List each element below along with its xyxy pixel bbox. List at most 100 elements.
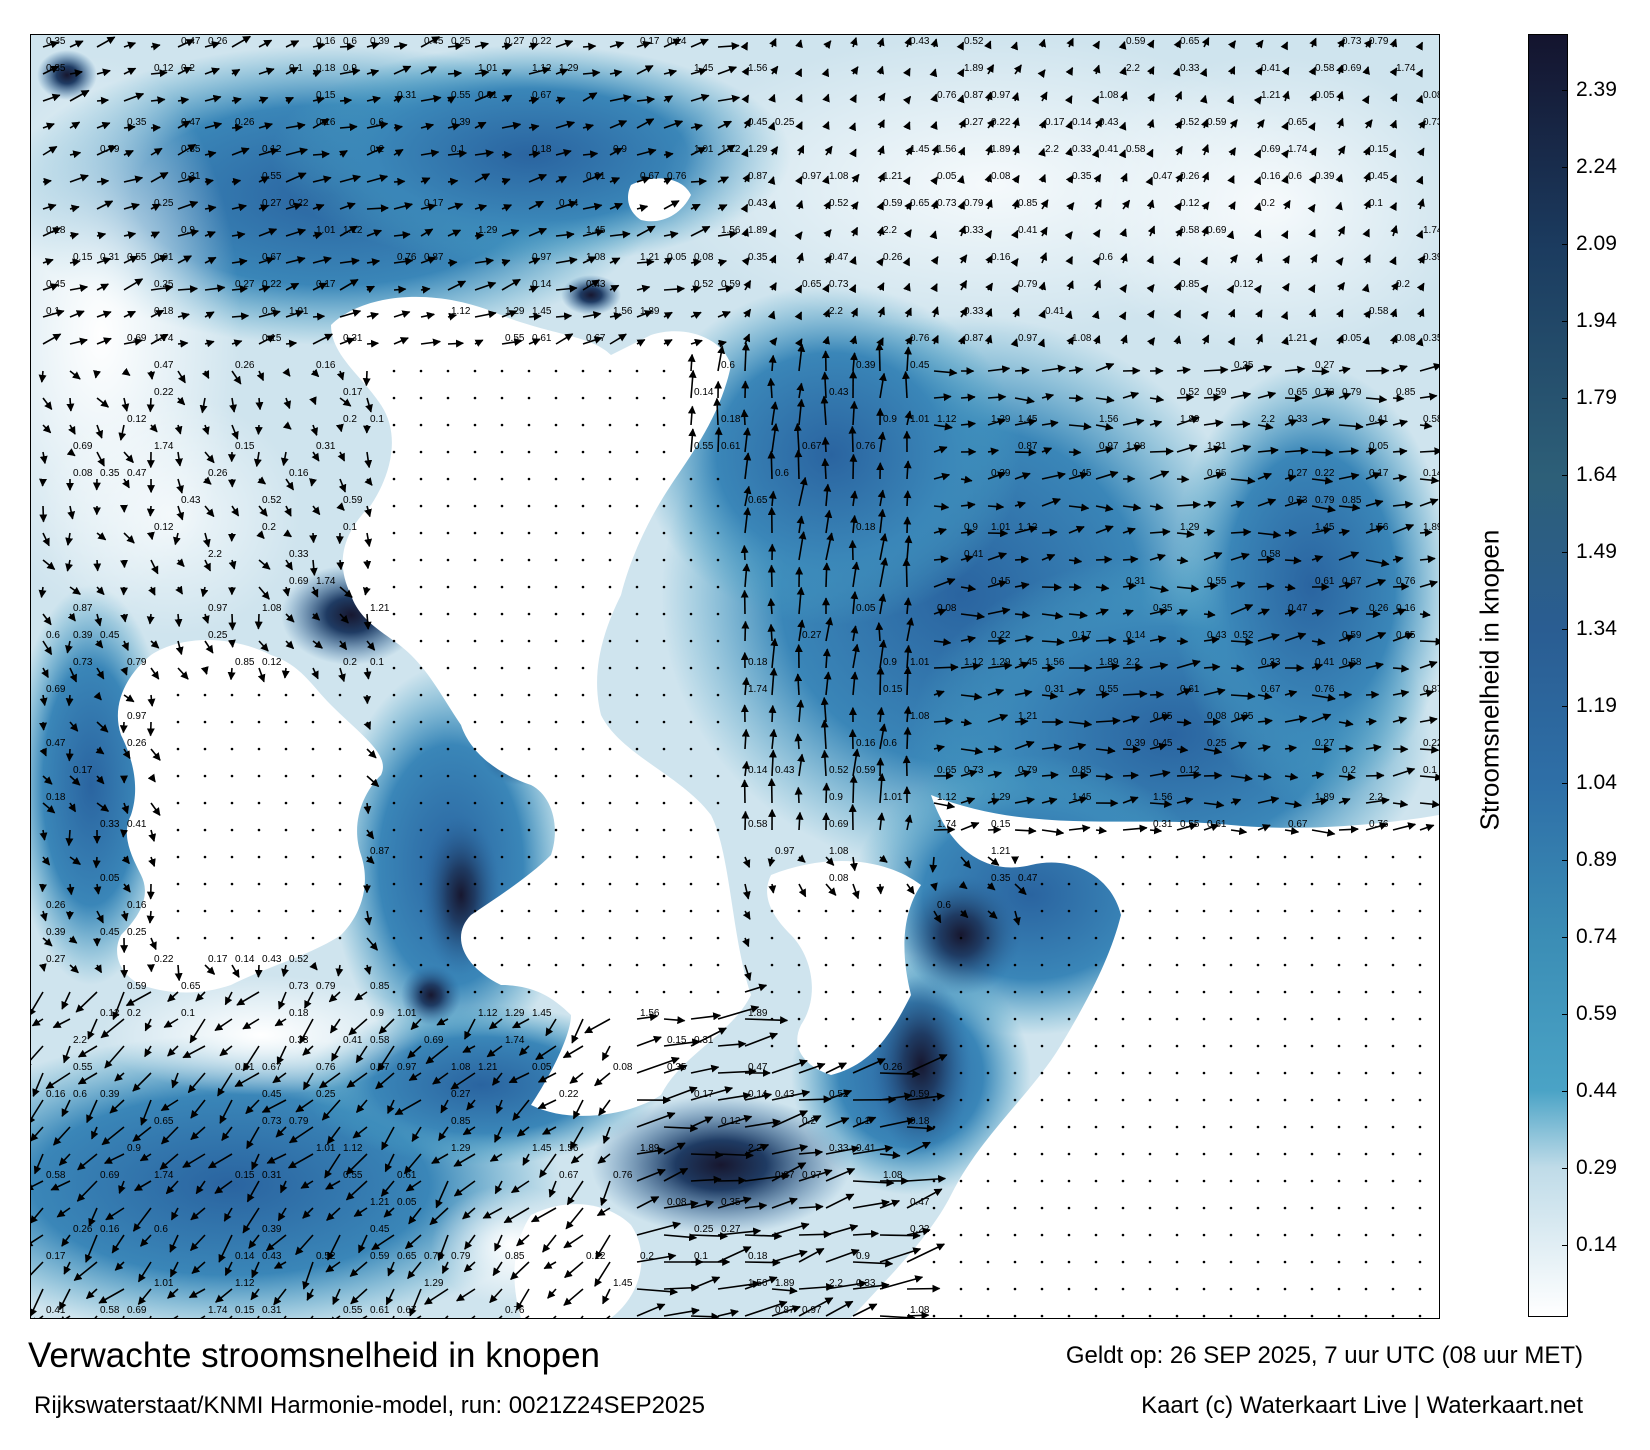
current-arrow (1041, 447, 1053, 455)
grid-dot (1391, 1179, 1395, 1183)
current-arrow (1363, 172, 1371, 183)
current-arrow (768, 354, 777, 372)
speed-label: 0.59 (1126, 36, 1146, 47)
speed-label: 0.39 (451, 117, 471, 128)
grid-dot (1067, 1260, 1071, 1264)
current-arrow (366, 204, 389, 213)
current-arrow (474, 231, 485, 240)
grid-dot (635, 855, 639, 859)
grid-dot (446, 396, 450, 400)
current-arrow (1011, 199, 1020, 210)
speed-label: 0.2 (1261, 198, 1275, 209)
current-arrow (663, 230, 679, 239)
speed-label: 0.27 (262, 198, 282, 209)
grid-dot (338, 855, 342, 859)
colorbar-tick-label: 1.34 (1576, 617, 1617, 641)
speed-label: 0.43 (262, 1251, 282, 1262)
speed-label: 0.15 (1369, 144, 1389, 155)
grid-dot (554, 612, 558, 616)
speed-label: 0.2 (802, 1116, 816, 1127)
grid-dot (392, 882, 396, 886)
grid-dot (446, 963, 450, 967)
current-arrow (528, 200, 545, 210)
grid-dot (1256, 936, 1260, 940)
current-arrow (339, 67, 361, 76)
grid-dot (959, 1152, 963, 1156)
speed-label: 0.73 (964, 765, 984, 776)
grid-dot (1013, 936, 1017, 940)
grid-dot (392, 855, 396, 859)
speed-label: 0.65 (802, 279, 822, 290)
speed-label: 0.1 (370, 657, 384, 668)
speed-label: 1.12 (937, 414, 957, 425)
grid-dot (284, 909, 288, 913)
current-arrow (528, 66, 551, 75)
current-arrow (1199, 94, 1208, 104)
grid-dot (662, 450, 666, 454)
speed-label: 0.2 (181, 63, 195, 74)
grid-dot (203, 693, 207, 697)
grid-dot (1283, 963, 1287, 967)
speed-label: 1.56 (1099, 414, 1119, 425)
current-arrow (1146, 284, 1155, 293)
grid-dot (392, 720, 396, 724)
grid-dot (959, 1206, 963, 1210)
grid-dot (338, 774, 342, 778)
speed-label: 0.22 (991, 117, 1011, 128)
grid-dot (851, 936, 855, 940)
grid-dot (662, 855, 666, 859)
speed-label: 0.97 (127, 711, 147, 722)
speed-label: 0.52 (262, 495, 282, 506)
grid-dot (1013, 1098, 1017, 1102)
speed-label: 0.87 (370, 846, 390, 857)
grid-dot (689, 504, 693, 508)
grid-dot (1040, 1017, 1044, 1021)
grid-dot (1364, 1179, 1368, 1183)
current-arrow (848, 122, 856, 132)
grid-dot (581, 828, 585, 832)
grid-dot (797, 936, 801, 940)
grid-dot (527, 612, 531, 616)
speed-label: 2.2 (829, 306, 843, 317)
speed-label: 0.39 (991, 468, 1011, 479)
grid-dot (1337, 1125, 1341, 1129)
current-arrow (1200, 256, 1208, 266)
current-arrow (123, 310, 137, 319)
current-arrow (690, 93, 710, 102)
speed-label: 0.85 (505, 1251, 525, 1262)
grid-dot (932, 1044, 936, 1048)
grid-dot (662, 747, 666, 751)
current-arrow (528, 123, 540, 132)
speed-label: 0.61 (370, 1305, 390, 1316)
current-arrow (901, 370, 910, 399)
grid-dot (1283, 1233, 1287, 1237)
grid-dot (527, 450, 531, 454)
current-speed-map[interactable]: 0.35 0.47 0.26 0.16 0.6 0.39 0.45 0.25 0.27 0.22 0… (30, 34, 1440, 1319)
speed-label: 0.58 (1423, 414, 1439, 425)
speed-label: 0.79 (964, 198, 984, 209)
current-arrow (933, 445, 948, 454)
current-arrow (876, 757, 885, 777)
grid-dot (824, 909, 828, 913)
current-arrow (1038, 38, 1047, 48)
speed-label: 0.47 (748, 1062, 768, 1073)
speed-label: 0.17 (640, 36, 660, 47)
current-arrow (793, 422, 802, 453)
speed-label: 0.14 (748, 1089, 768, 1100)
grid-dot (635, 450, 639, 454)
grid-dot (1310, 936, 1314, 940)
current-arrow (555, 96, 566, 105)
grid-dot (662, 801, 666, 805)
speed-label: 0.61 (154, 252, 174, 263)
grid-dot (257, 693, 261, 697)
speed-label: 0.17 (424, 198, 444, 209)
colorbar-tick-label: 0.29 (1576, 1156, 1617, 1180)
current-arrow (960, 393, 976, 402)
grid-dot (1283, 882, 1287, 886)
speed-label: 0.69 (100, 1170, 120, 1181)
grid-dot (932, 1206, 936, 1210)
grid-dot (1418, 1152, 1422, 1156)
grid-dot (446, 504, 450, 508)
speed-label: 0.27 (451, 1089, 471, 1100)
speed-label: 0.97 (1099, 441, 1119, 452)
